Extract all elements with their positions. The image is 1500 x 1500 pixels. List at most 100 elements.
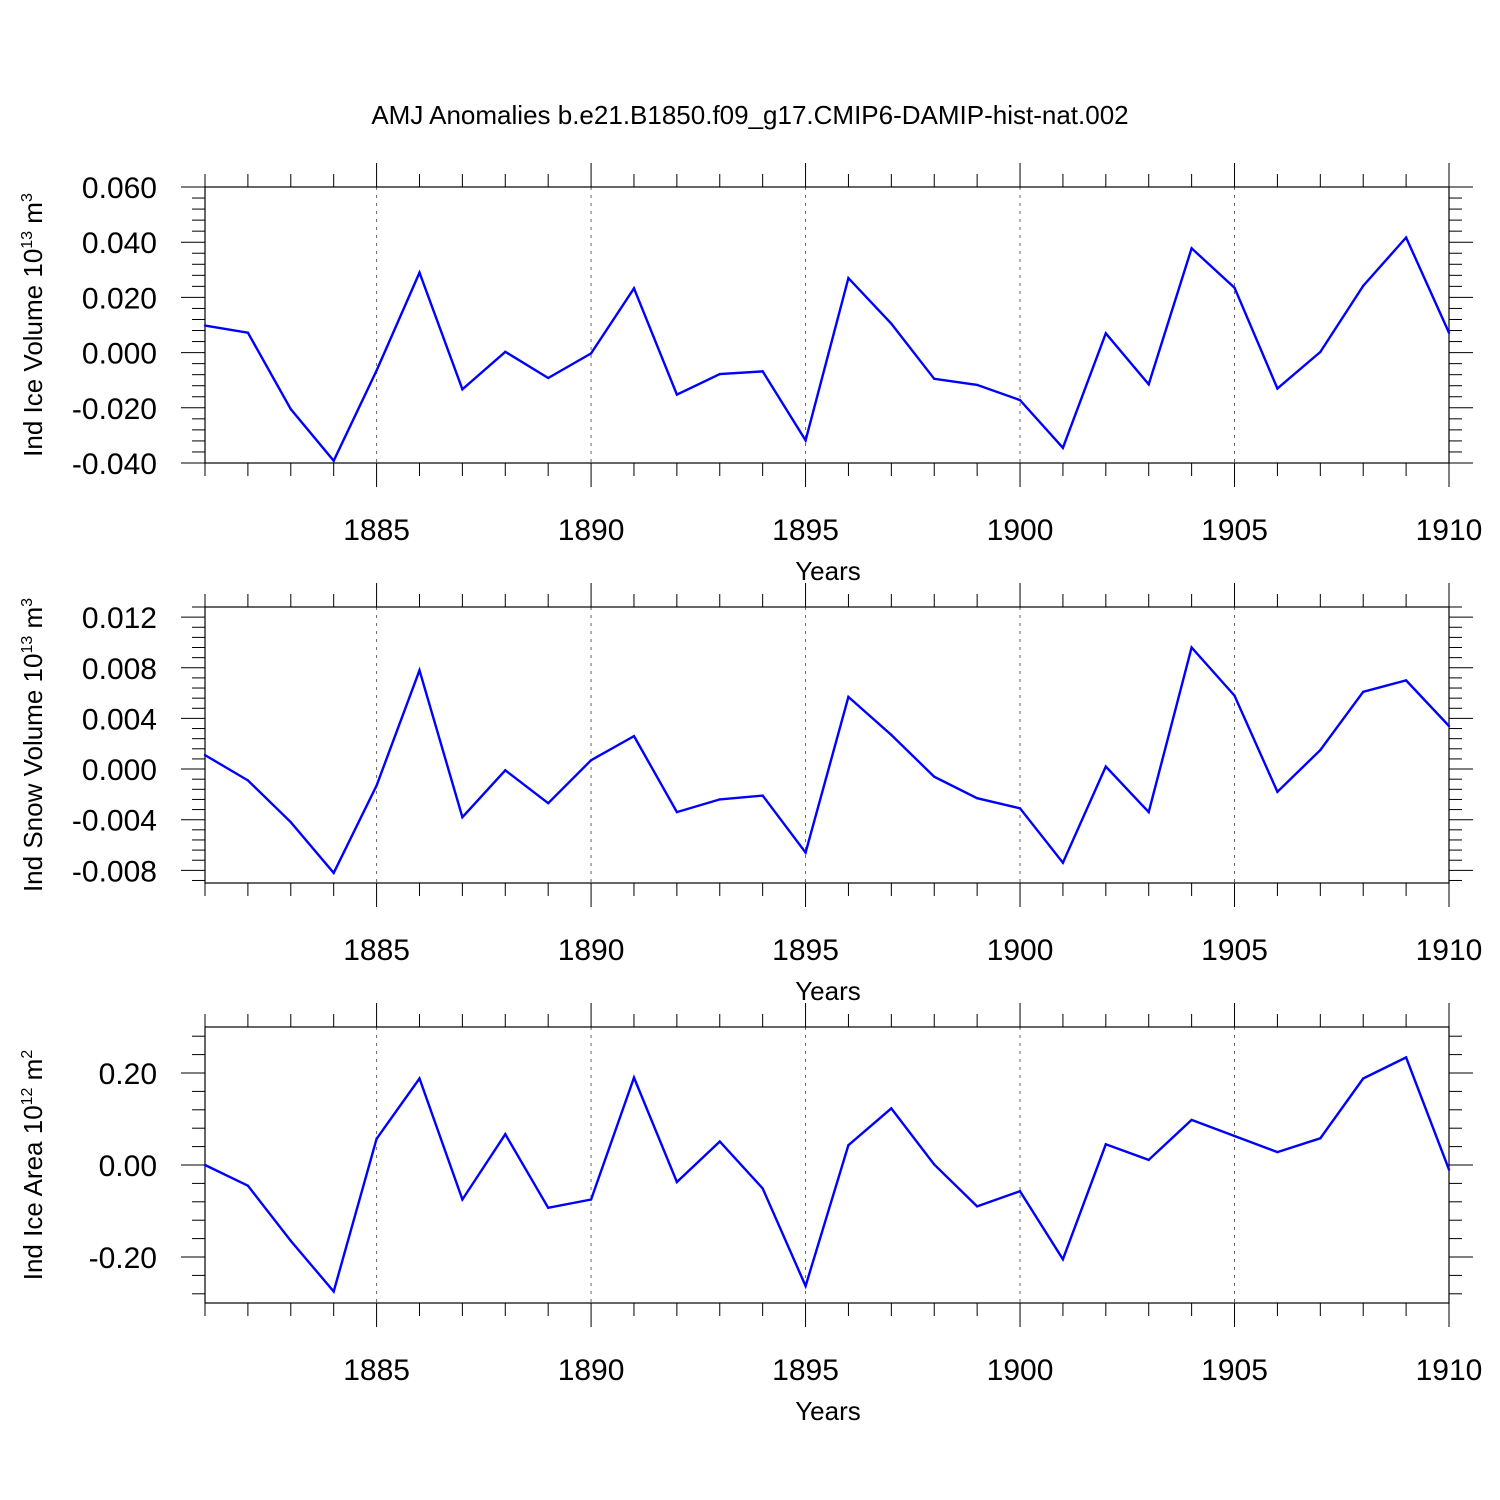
data-point	[1362, 690, 1365, 694]
y-tick-label: 0.000	[82, 338, 157, 371]
x-tick-label: 1895	[772, 514, 839, 547]
data-point	[975, 1205, 979, 1208]
data-point	[675, 1180, 679, 1184]
data-point	[1061, 861, 1065, 864]
x-tick-label: 1895	[772, 1354, 839, 1387]
data-point	[675, 810, 679, 814]
data-point	[1447, 724, 1451, 728]
x-tick-label: 1900	[987, 514, 1054, 547]
data-point	[718, 1140, 721, 1143]
data-point	[847, 276, 850, 280]
data-point	[975, 383, 979, 387]
data-point	[933, 1163, 936, 1166]
y-tick-label: 0.004	[82, 703, 157, 736]
data-point	[933, 775, 936, 778]
data-point	[375, 369, 378, 372]
data-point	[1018, 1190, 1022, 1193]
data-point	[589, 352, 593, 355]
data-point	[975, 796, 979, 800]
data-point	[718, 372, 721, 376]
data-point	[418, 1077, 421, 1080]
data-point	[1061, 446, 1065, 450]
data-point	[1319, 748, 1322, 752]
y-axis-title: Ind Ice Area 1012 m2	[18, 1050, 48, 1281]
data-point	[1233, 694, 1236, 697]
data-point	[718, 798, 721, 801]
data-point	[546, 376, 550, 380]
data-point	[461, 1198, 464, 1201]
x-tick-label: 1910	[1416, 1354, 1483, 1387]
data-point	[1233, 286, 1236, 289]
y-tick-label: -0.20	[89, 1242, 157, 1275]
data-point	[1104, 765, 1108, 768]
y-tick-label: 0.040	[82, 227, 157, 260]
x-tick-label: 1890	[558, 1354, 625, 1387]
data-point	[289, 821, 292, 824]
x-axis-title: Years	[795, 556, 861, 586]
data-point	[1276, 790, 1279, 794]
y-tick-label: 0.012	[82, 602, 157, 635]
data-point	[1447, 1168, 1451, 1171]
data-point	[289, 1239, 292, 1243]
data-point	[203, 1163, 207, 1167]
data-point	[1404, 1056, 1408, 1059]
y-tick-label: 0.00	[99, 1150, 157, 1183]
data-point	[1104, 1143, 1108, 1146]
data-point	[246, 779, 250, 782]
x-tick-label: 1890	[558, 514, 625, 547]
data-point	[418, 669, 421, 672]
data-point	[1404, 679, 1408, 682]
data-point	[1190, 1118, 1193, 1122]
data-point	[1147, 810, 1150, 814]
x-tick-label: 1900	[987, 1354, 1054, 1387]
data-point	[246, 331, 250, 334]
data-point	[847, 1144, 850, 1147]
x-tick-label: 1905	[1201, 514, 1268, 547]
plot-frame	[204, 606, 1450, 884]
data-point	[203, 324, 207, 327]
data-point	[632, 1076, 636, 1079]
data-point	[890, 322, 893, 325]
data-point	[804, 851, 807, 854]
x-tick-label: 1885	[343, 514, 410, 547]
chart-panel-2: -0.008 -0.004 0.000 0.004 0.008 0.012 1885 1890…	[18, 583, 1482, 1006]
x-tick-label: 1905	[1201, 934, 1268, 967]
data-point	[1319, 350, 1322, 354]
data-point	[1233, 1134, 1236, 1138]
data-point	[246, 1184, 250, 1187]
data-point	[1447, 331, 1451, 334]
data-point	[1147, 1158, 1150, 1162]
y-axis-title: Ind Snow Volume 1013 m3	[18, 598, 48, 892]
data-point	[632, 734, 636, 738]
chart-title: AMJ Anomalies b.e21.B1850.f09_g17.CMIP6-…	[371, 100, 1128, 130]
chart-panel-1: -0.040 -0.020 0.000 0.020 0.040 0.060 1885 1890…	[18, 163, 1482, 586]
x-axis-title: Years	[795, 976, 861, 1006]
x-tick-label: 1890	[558, 934, 625, 967]
data-point	[1018, 807, 1022, 810]
x-tick-label: 1885	[343, 934, 410, 967]
data-point	[1190, 646, 1193, 649]
data-point	[804, 439, 807, 442]
data-point	[332, 1290, 335, 1293]
x-tick-label: 1900	[987, 934, 1054, 967]
data-point	[761, 370, 764, 373]
data-point	[504, 1132, 507, 1136]
series-line	[204, 645, 1450, 876]
x-tick-label: 1895	[772, 934, 839, 967]
data-point	[1362, 1077, 1365, 1080]
data-point	[804, 1284, 807, 1288]
y-tick-label: 0.20	[99, 1058, 157, 1091]
data-point	[933, 377, 936, 381]
data-point	[1319, 1137, 1322, 1140]
data-point	[1147, 383, 1150, 386]
data-point	[203, 753, 207, 757]
data-point	[289, 407, 292, 411]
data-point	[461, 815, 464, 819]
y-tick-label: 0.020	[82, 282, 157, 315]
data-point	[1061, 1258, 1065, 1261]
y-tick-label: -0.040	[72, 448, 157, 481]
data-point	[632, 287, 636, 290]
x-tick-label: 1910	[1416, 934, 1483, 967]
